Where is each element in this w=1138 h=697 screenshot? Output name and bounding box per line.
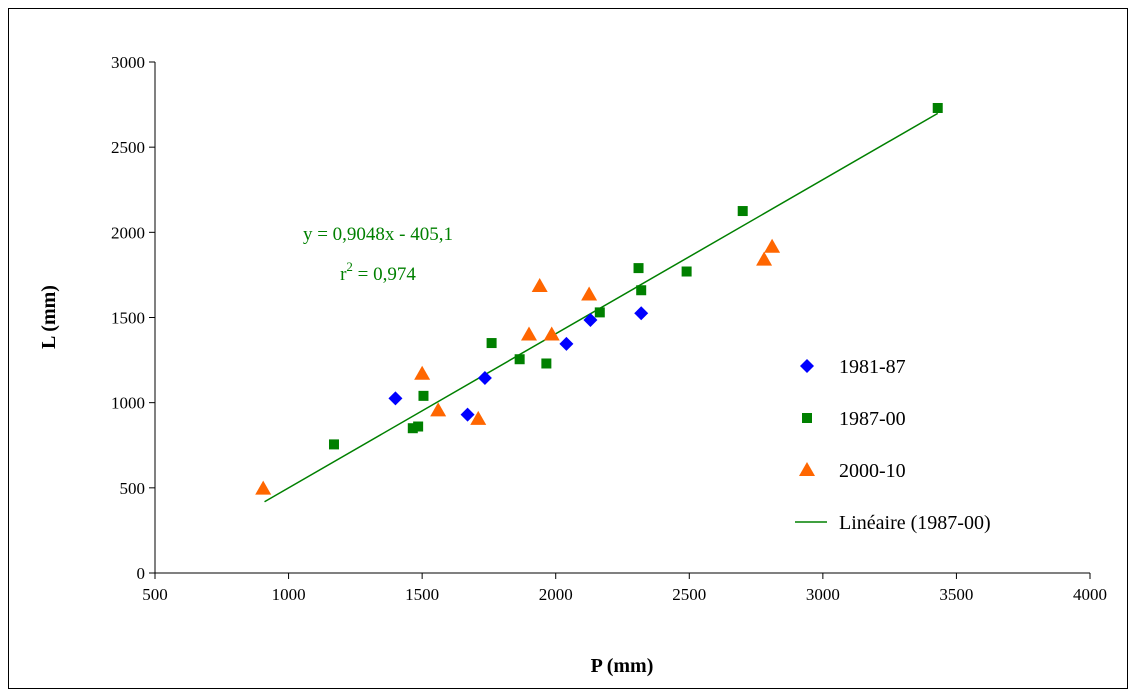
x-tick-label: 1500 [405,585,439,604]
data-point-1981-87 [460,407,475,422]
legend-marker-2000-10 [799,462,815,476]
data-point-2000-10 [756,251,773,266]
data-points [255,102,943,495]
legend-marker-1981-87 [800,359,814,373]
legend-marker-1987-00 [802,413,812,423]
x-tick-label: 3000 [806,585,840,604]
data-point-2000-10 [414,365,431,380]
data-point-1987-00 [418,390,429,401]
y-tick-label: 3000 [111,53,145,72]
data-point-2000-10 [531,277,548,292]
data-point-2000-10 [521,326,537,341]
y-tick-label: 1000 [111,394,145,413]
data-point-1987-00 [681,266,692,277]
legend-label-1981-87: 1981-87 [839,356,906,378]
x-tick-label: 2000 [539,585,573,604]
data-point-2000-10 [255,480,272,495]
data-point-1981-87 [477,370,492,385]
axes: 0 500 1000 1500 2000 2500 3000 500 1000 1500 2000 2… [111,53,1107,604]
y-tick-label: 500 [120,479,146,498]
data-point-2000-10 [543,326,560,341]
data-point-1987-00 [413,421,424,432]
legend-label-1987-00: 1987-00 [839,408,906,430]
data-point-1981-87 [634,306,649,321]
data-point-1987-00 [407,423,418,434]
data-point-1987-00 [636,285,647,296]
y-axis-title: L (mm) [38,285,60,349]
data-point-1987-00 [514,354,525,365]
data-point-1987-00 [541,358,552,369]
data-point-2000-10 [764,238,781,253]
legend-label-2000-10: 2000-10 [839,460,906,482]
y-tick-label: 2500 [111,138,145,157]
y-tick-label: 1500 [111,309,145,328]
y-tick-label: 0 [137,564,146,583]
x-tick-label: 2500 [672,585,706,604]
r-squared-base: r [340,264,347,285]
data-point-1981-87 [559,336,574,351]
x-axis-title: P (mm) [591,655,654,677]
legend: 1981-87 1987-00 2000-10 Linéaire (1987-00) [795,356,991,534]
legend-trendline-label: Linéaire (1987-00) [839,512,991,534]
data-point-1987-00 [633,263,644,274]
data-point-2000-10 [470,410,487,425]
x-tick-label: 1000 [272,585,306,604]
data-point-1981-87 [388,391,403,406]
data-point-1987-00 [328,439,339,450]
x-tick-label: 3500 [939,585,973,604]
data-point-1987-00 [932,102,943,113]
x-tick-label: 4000 [1073,585,1107,604]
data-point-1981-87 [583,313,598,328]
x-tick-label: 500 [142,585,168,604]
data-point-2000-10 [430,402,447,417]
trendline-equation: y = 0,9048x - 405,1 [303,224,453,245]
r-squared-superscript: 2 [346,259,353,274]
data-point-1987-00 [486,338,497,349]
r-squared-label: r2 = 0,974 [340,259,416,285]
r-squared-value: = 0,974 [353,264,416,285]
data-point-1987-00 [737,206,748,217]
data-point-2000-10 [581,286,598,301]
data-point-1987-00 [594,307,605,318]
y-tick-label: 2000 [111,223,145,242]
